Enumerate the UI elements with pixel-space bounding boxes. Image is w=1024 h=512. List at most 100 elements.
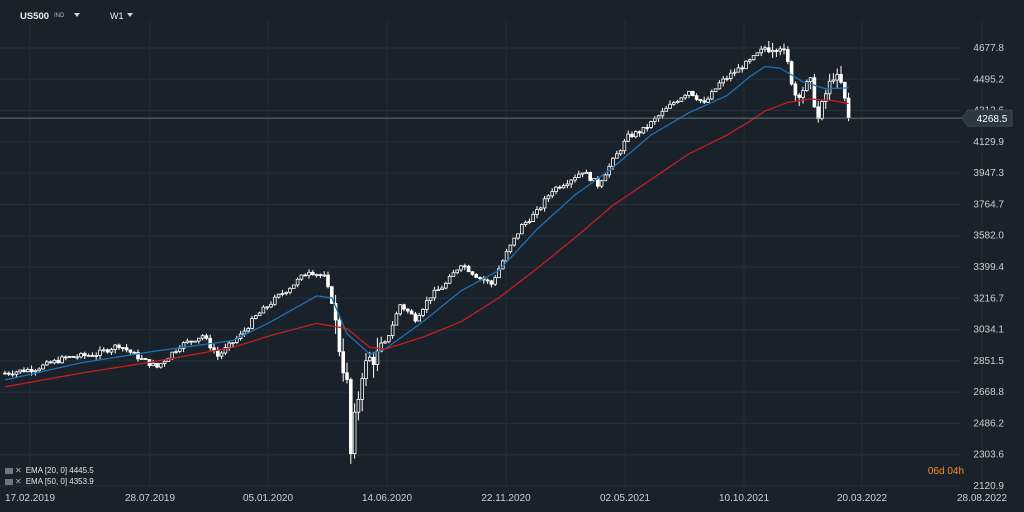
- candle-body: [29, 369, 34, 373]
- candle-body: [649, 121, 653, 128]
- candle-body: [801, 90, 805, 98]
- indicator-legend-ema50[interactable]: ✕ EMA [50, 0] 4353.9: [5, 477, 94, 486]
- candle-body: [459, 265, 463, 271]
- x-axis-tick-label: 02.05.2021: [600, 493, 650, 504]
- candle-body: [158, 363, 163, 368]
- indicator-label: EMA [20, 0] 4445.5: [25, 466, 94, 475]
- candle-body: [367, 356, 372, 362]
- candle-body: [383, 341, 387, 344]
- candle-body: [124, 347, 129, 351]
- candle-body: [424, 300, 429, 310]
- candle-body: [748, 59, 752, 62]
- candle-body: [565, 183, 570, 187]
- candle-body: [569, 179, 573, 185]
- candle-body: [291, 284, 296, 289]
- candle-body: [759, 48, 763, 54]
- price-tag-value: 4268.5: [977, 114, 1008, 125]
- candle-body: [18, 369, 22, 373]
- candle-body: [512, 237, 516, 246]
- candle-body: [542, 198, 547, 209]
- candle-body: [824, 93, 828, 102]
- candle-body: [379, 342, 383, 352]
- candle-body: [303, 274, 307, 277]
- candle-body: [805, 81, 809, 91]
- candle-body: [204, 335, 209, 339]
- candle-body: [326, 274, 330, 288]
- candle-body: [797, 94, 801, 98]
- candle-body: [698, 99, 703, 102]
- candle-body: [751, 55, 756, 61]
- candle-body: [322, 274, 326, 277]
- candle-body: [554, 186, 558, 193]
- candle-body: [808, 77, 813, 82]
- candle-body: [170, 351, 175, 359]
- y-axis-tick-label: 3947.3: [973, 168, 1004, 179]
- candle-body: [193, 340, 197, 343]
- candle-body: [603, 174, 608, 182]
- candle-body: [52, 359, 57, 364]
- candle-body: [402, 304, 406, 310]
- candle-body: [641, 126, 646, 134]
- candle-body: [843, 81, 847, 99]
- bar-countdown: 06d 04h: [928, 466, 964, 477]
- symbol-dropdown-chevron-icon[interactable]: [74, 13, 80, 17]
- candle-body: [64, 356, 68, 359]
- candle-body: [831, 79, 836, 82]
- candle-body: [645, 126, 649, 129]
- candle-body: [280, 293, 285, 295]
- candle-body: [428, 297, 433, 302]
- candle-body: [573, 177, 577, 181]
- candle-body: [215, 350, 220, 357]
- candle-body: [109, 349, 114, 353]
- indicator-legend-ema20[interactable]: ✕ EMA [20, 0] 4445.5: [5, 466, 94, 475]
- y-axis-tick-label: 3399.4: [973, 262, 1004, 273]
- price-tag: [961, 109, 1013, 127]
- y-axis-tick-label: 3764.7: [973, 199, 1004, 210]
- y-axis-tick-label: 3216.7: [973, 293, 1004, 304]
- candle-body: [390, 324, 395, 336]
- candle-body: [497, 268, 501, 279]
- candle-body: [687, 90, 691, 96]
- candle-body: [139, 358, 144, 360]
- indicator-label: EMA [50, 0] 4353.9: [25, 477, 94, 486]
- candle-body: [413, 313, 418, 322]
- candle-body: [128, 349, 133, 353]
- candle-body: [675, 100, 680, 104]
- candle-body: [451, 272, 456, 277]
- candle-body: [341, 351, 345, 374]
- candle-body: [455, 269, 459, 274]
- candle-body: [200, 335, 205, 339]
- candle-body: [683, 94, 687, 99]
- candle-body: [462, 265, 467, 268]
- timeframe-selector[interactable]: W1: [110, 11, 124, 21]
- remove-indicator-icon[interactable]: ✕: [15, 466, 22, 475]
- candle-body: [770, 50, 775, 53]
- x-axis-tick-label: 28.07.2019: [125, 493, 175, 504]
- candle-body: [356, 398, 361, 413]
- candle-body: [535, 209, 539, 215]
- symbol-selector[interactable]: US500: [20, 11, 50, 22]
- candle-body: [550, 191, 554, 197]
- candle-body: [174, 350, 178, 353]
- candle-body: [310, 271, 315, 276]
- candle-body: [375, 350, 380, 365]
- indicator-settings-icon[interactable]: [5, 467, 13, 474]
- timeframe-dropdown-chevron-icon[interactable]: [127, 13, 133, 17]
- candle-body: [25, 369, 30, 373]
- remove-indicator-icon[interactable]: ✕: [15, 477, 22, 486]
- candle-body: [820, 101, 824, 119]
- candle-body: [615, 153, 619, 159]
- candle-body: [588, 171, 592, 181]
- x-axis-tick-label: 05.01.2020: [243, 493, 293, 504]
- candle-body: [223, 347, 228, 354]
- candle-body: [136, 351, 140, 360]
- candle-body: [835, 74, 839, 81]
- y-axis-tick-label: 2851.5: [973, 356, 1004, 367]
- candle-body: [668, 103, 672, 109]
- indicator-settings-icon[interactable]: [5, 478, 13, 485]
- candle-body: [405, 308, 410, 312]
- candle-body: [56, 359, 60, 364]
- candle-body: [744, 60, 748, 70]
